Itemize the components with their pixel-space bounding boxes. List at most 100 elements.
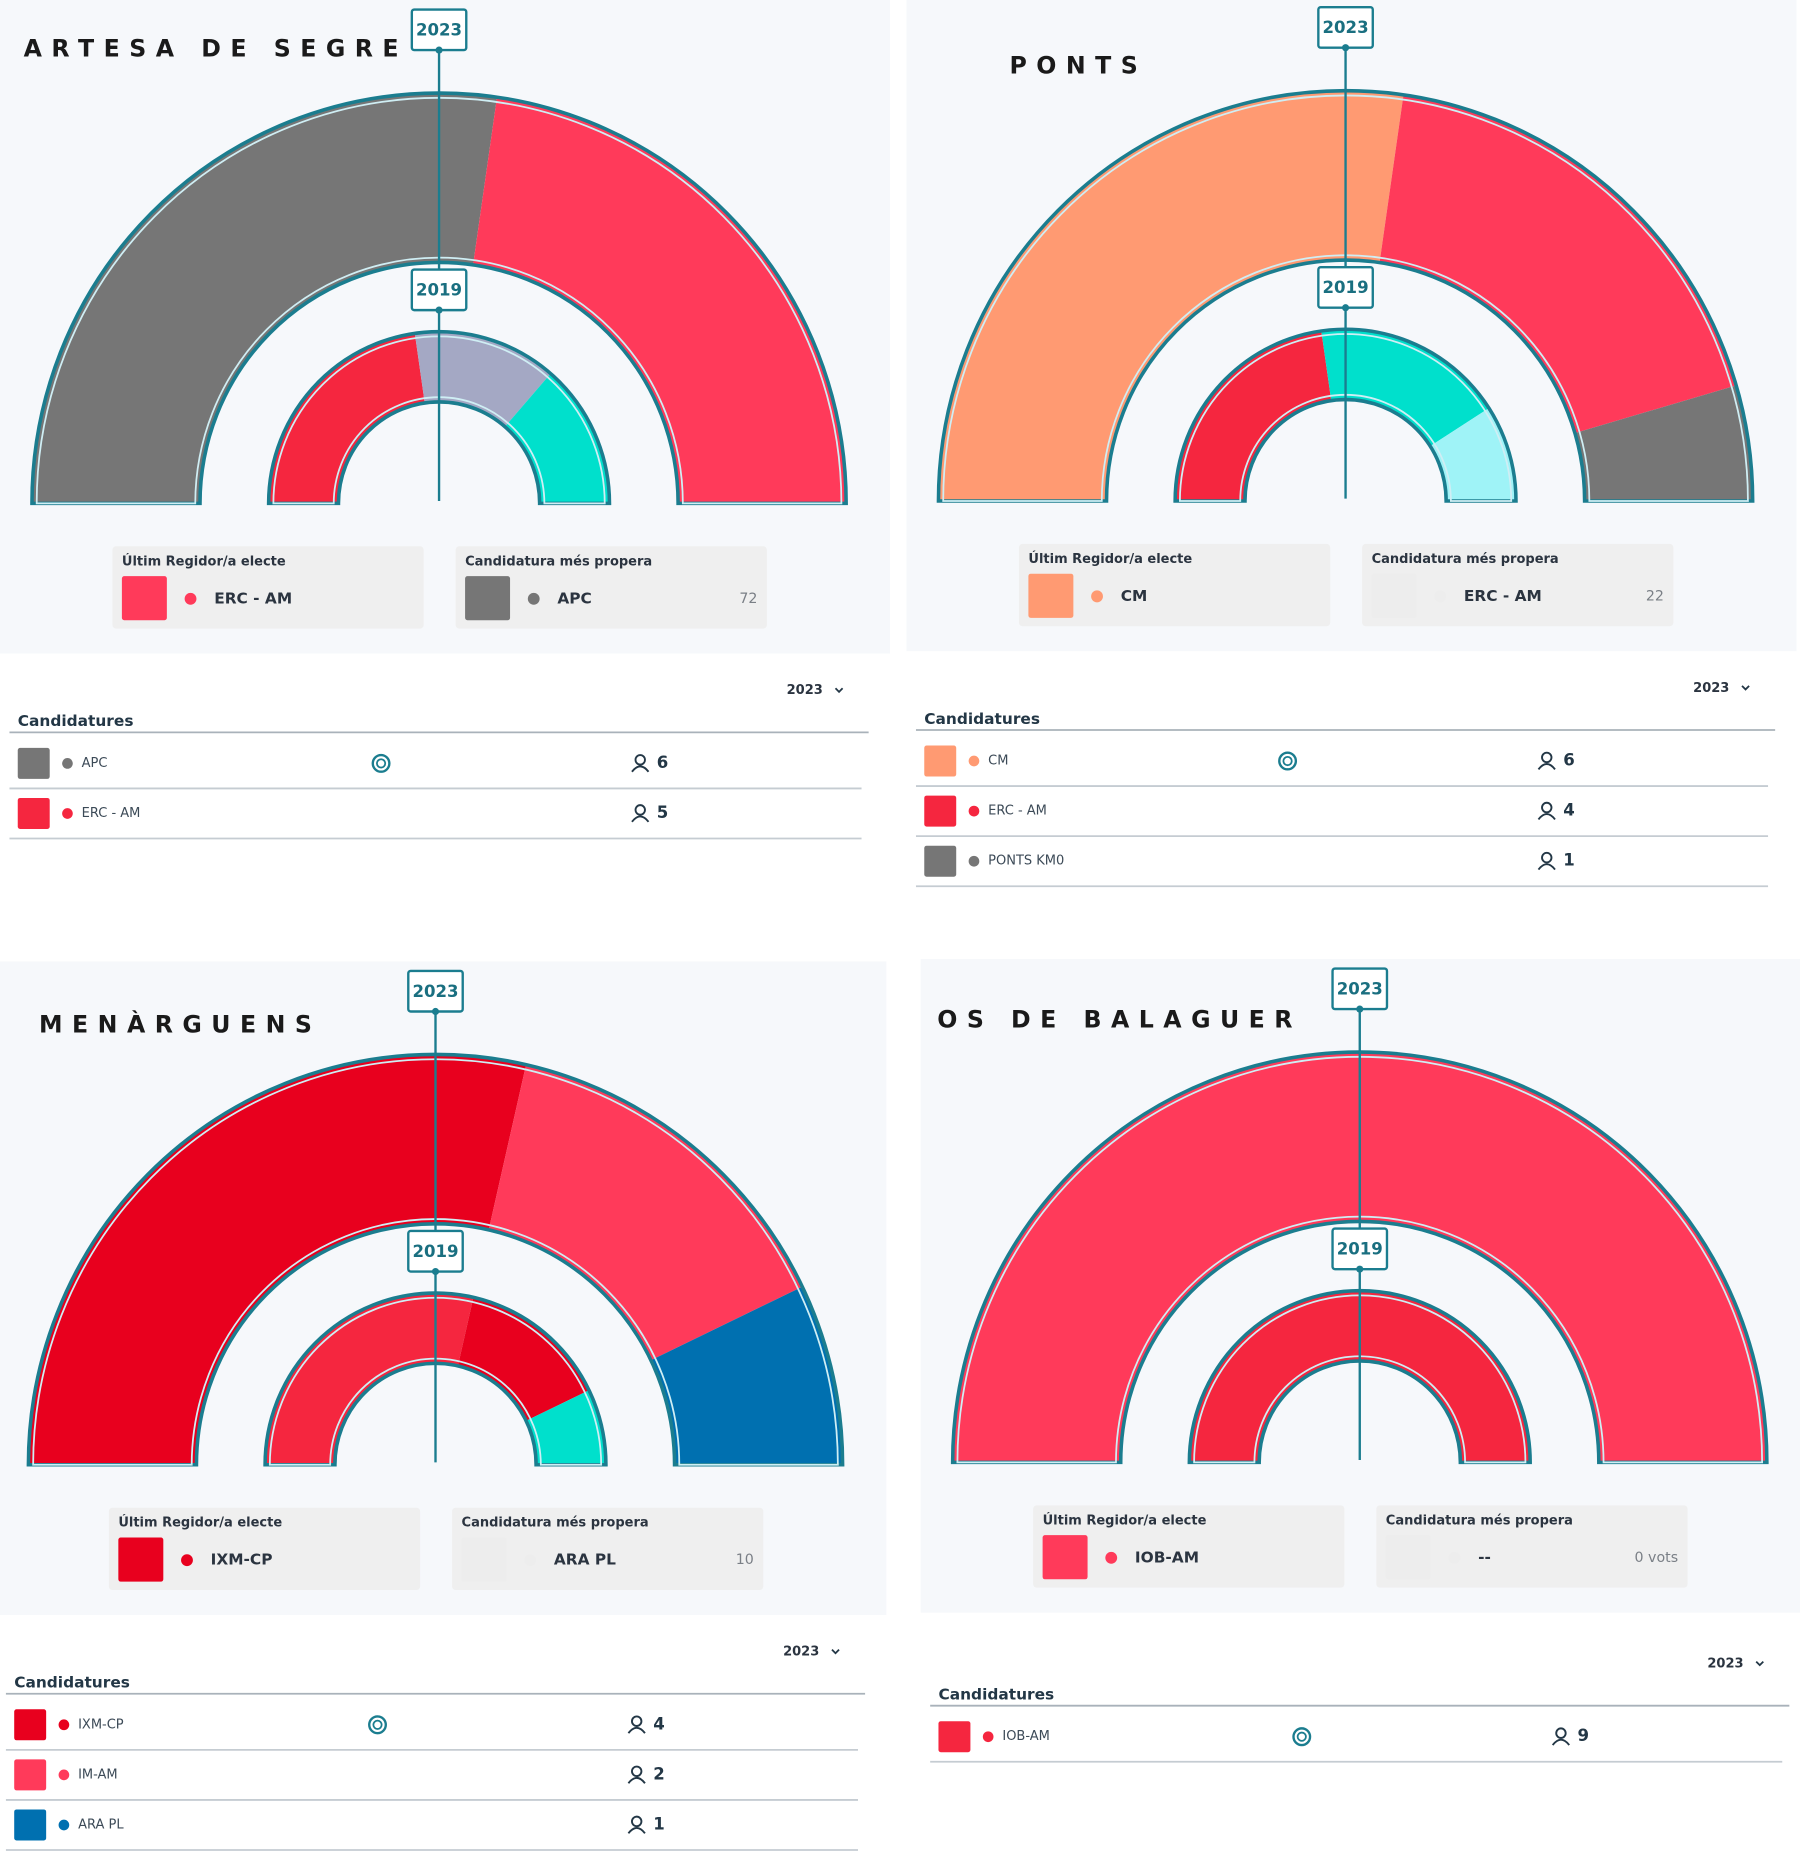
municipality-panel: ARTESA DE SEGRE 2023 2019 Últim Regidor/a e… bbox=[0, 0, 890, 895]
table-area bbox=[0, 1615, 887, 1856]
party-name: IXM-CP bbox=[211, 1551, 273, 1569]
flag-pin bbox=[431, 1267, 440, 1276]
party-swatch bbox=[118, 1537, 164, 1582]
party-name: ARA PL bbox=[78, 1817, 124, 1832]
municipality-title: MENÀRGUENS bbox=[39, 1010, 321, 1038]
info-box-heading: Candidatura més propera bbox=[1372, 552, 1559, 567]
party-dot bbox=[58, 1819, 70, 1831]
donut-segment bbox=[1190, 1291, 1529, 1463]
party-dot bbox=[968, 805, 980, 817]
party-dot bbox=[524, 1554, 537, 1567]
party-name: CM bbox=[988, 753, 1008, 768]
party-logo bbox=[14, 1809, 47, 1841]
info-box-heading: Candidatura més propera bbox=[465, 554, 652, 569]
donut-segment bbox=[488, 1065, 802, 1360]
donut-segment bbox=[939, 91, 1404, 501]
party-name: IM-AM bbox=[78, 1767, 118, 1782]
party-swatch bbox=[461, 1537, 507, 1582]
year-chevron bbox=[834, 687, 844, 694]
year-flag-label: 2019 bbox=[1337, 1240, 1383, 1259]
last-seat-marker bbox=[1292, 1727, 1312, 1747]
party-name: IOB-AM bbox=[1002, 1729, 1049, 1744]
votes: 72 bbox=[739, 591, 757, 607]
year-select[interactable]: 2023 bbox=[787, 683, 823, 698]
donut-inner-line bbox=[1193, 1294, 1527, 1464]
party-logo bbox=[924, 795, 957, 827]
year-select[interactable]: 2023 bbox=[1707, 1656, 1743, 1671]
donut-inner-line bbox=[268, 1296, 603, 1466]
donut-segment bbox=[1176, 332, 1332, 501]
info-box bbox=[452, 1507, 764, 1591]
table-area bbox=[906, 651, 1797, 893]
party-name: -- bbox=[1478, 1548, 1491, 1566]
info-box-heading: Últim Regidor/a electe bbox=[1043, 1512, 1207, 1528]
flag-pin bbox=[1342, 304, 1350, 312]
party-logo bbox=[924, 745, 957, 777]
donut-outline bbox=[26, 1052, 845, 1467]
seats: 6 bbox=[1563, 750, 1575, 769]
flag-pin bbox=[1356, 1005, 1364, 1013]
votes: 10 bbox=[736, 1552, 754, 1568]
last-seat-marker-core bbox=[1282, 755, 1293, 767]
donut-outline bbox=[1173, 327, 1518, 503]
info-box-heading: Candidatura més propera bbox=[1386, 1513, 1573, 1528]
year-flag-label: 2019 bbox=[416, 281, 462, 300]
donut-segment bbox=[269, 334, 425, 504]
donut-inner-line bbox=[272, 335, 606, 505]
donut-inner-line bbox=[956, 1055, 1764, 1464]
party-dot bbox=[1091, 590, 1103, 603]
party-logo bbox=[17, 747, 50, 779]
info-box bbox=[112, 546, 424, 629]
donut-outline bbox=[30, 91, 848, 506]
party-name: ERC - AM bbox=[82, 806, 141, 821]
flag-pin bbox=[435, 46, 443, 54]
party-dot bbox=[1448, 1551, 1461, 1564]
year-select[interactable]: 2023 bbox=[1693, 681, 1729, 696]
donut-segment bbox=[458, 1298, 588, 1421]
party-swatch bbox=[1028, 573, 1074, 618]
info-box bbox=[1033, 1505, 1345, 1588]
party-dot bbox=[982, 1731, 994, 1743]
seats: 1 bbox=[1563, 851, 1575, 870]
donut-segment bbox=[473, 98, 845, 504]
party-dot bbox=[1105, 1551, 1118, 1564]
table-area bbox=[920, 1626, 1800, 1856]
table-heading: Candidatures bbox=[14, 1674, 130, 1692]
donut-segment bbox=[1379, 96, 1736, 433]
year-flag-label: 2023 bbox=[1337, 979, 1383, 998]
seats: 6 bbox=[657, 753, 669, 772]
donut-inner-line bbox=[35, 96, 843, 505]
info-box-heading: Candidatura més propera bbox=[462, 1516, 649, 1531]
flag-pin bbox=[1356, 1265, 1364, 1273]
party-dot bbox=[62, 758, 73, 769]
info-box-heading: Últim Regidor/a electe bbox=[122, 553, 286, 569]
donut-segment bbox=[527, 1390, 605, 1465]
party-name: APC bbox=[82, 756, 108, 771]
party-logo bbox=[14, 1709, 47, 1741]
party-swatch bbox=[1385, 1535, 1431, 1580]
person-icon-body bbox=[627, 1776, 646, 1784]
party-dot bbox=[181, 1554, 193, 1567]
party-logo bbox=[924, 845, 957, 877]
last-seat-marker bbox=[1278, 751, 1298, 771]
party-swatch bbox=[1042, 1535, 1088, 1580]
person-icon-body bbox=[631, 765, 650, 773]
year-select[interactable]: 2023 bbox=[783, 1645, 819, 1660]
last-seat-marker bbox=[371, 753, 391, 773]
person-icon-head bbox=[1555, 1727, 1567, 1739]
table-heading: Candidatures bbox=[924, 710, 1040, 728]
seats: 5 bbox=[657, 803, 669, 822]
table-heading: Candidatures bbox=[938, 1685, 1054, 1703]
donut-segment bbox=[505, 374, 609, 504]
party-name: ERC - AM bbox=[214, 589, 292, 607]
municipality-title: ARTESA DE SEGRE bbox=[24, 35, 408, 63]
person-icon-head bbox=[634, 804, 646, 816]
party-name: ERC - AM bbox=[988, 804, 1047, 819]
municipality-panel: MENÀRGUENS 2023 2019 Últim Regidor/a electe… bbox=[0, 961, 887, 1856]
last-seat-marker-core bbox=[376, 758, 387, 769]
donut-segment bbox=[1431, 408, 1515, 501]
party-swatch bbox=[121, 576, 167, 621]
donut-outline bbox=[950, 1050, 1769, 1465]
person-icon-head bbox=[631, 1765, 643, 1778]
municipality-title: PONTS bbox=[1009, 51, 1147, 79]
